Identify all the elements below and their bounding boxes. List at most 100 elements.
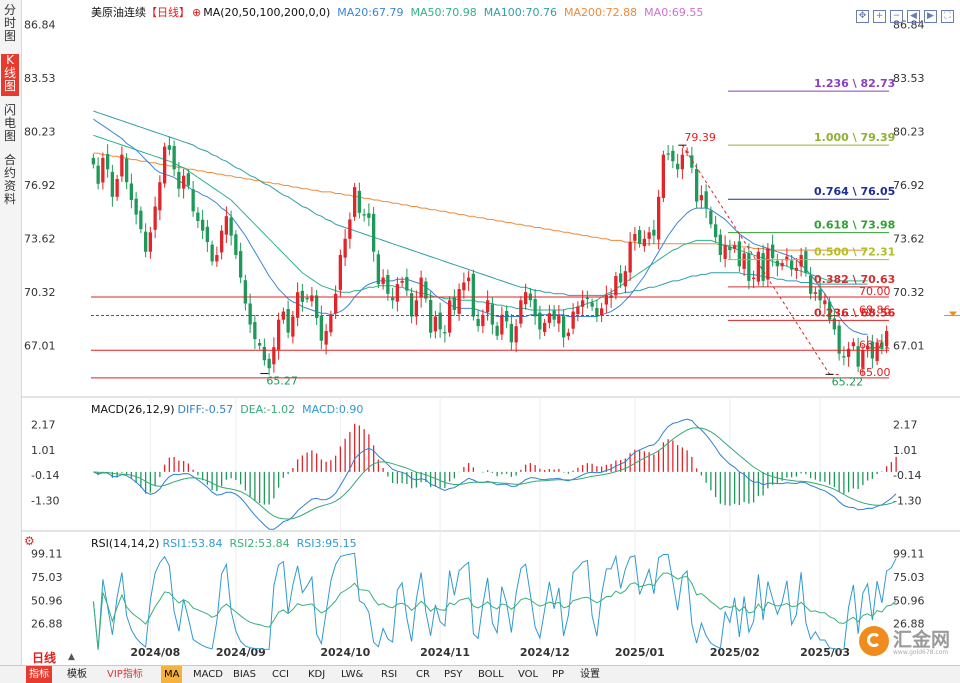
candle-body <box>614 276 618 296</box>
tab-cr[interactable]: CR <box>416 669 430 680</box>
rsi-y-tick-right: 50.96 <box>893 594 925 607</box>
candle-body <box>885 331 889 347</box>
tab-cci[interactable]: CCI <box>272 669 289 680</box>
candle-body <box>704 191 708 209</box>
scroll-left-icon[interactable]: ◀ <box>907 10 920 23</box>
candle-body <box>353 187 357 217</box>
tab-settings[interactable]: 设置 <box>580 669 600 680</box>
candle-body <box>771 244 775 259</box>
current-price-arrow-icon <box>949 311 957 317</box>
ma-other-value: MA0:69.55 <box>644 6 704 19</box>
sidebar: 分时图 K线图 闪电图 合约资料 <box>0 0 22 682</box>
candle-body <box>562 316 566 338</box>
candle-body <box>875 342 879 362</box>
candle-body <box>177 171 181 189</box>
candle-body <box>262 346 266 361</box>
y-tick-label-left: 73.62 <box>24 232 56 245</box>
candle-body <box>775 260 779 267</box>
tab-kdj[interactable]: KDJ <box>308 669 326 680</box>
candle-body <box>315 295 319 318</box>
y-tick-label-right: 80.23 <box>893 126 925 139</box>
tab-ma[interactable]: MA <box>161 666 183 683</box>
tab-time-chart[interactable]: 分时图 <box>3 3 16 43</box>
candle-body <box>818 289 822 301</box>
tab-boll[interactable]: BOLL <box>478 669 504 680</box>
tab-psy[interactable]: PSY <box>444 669 463 680</box>
candle-body <box>695 168 699 202</box>
candle-body <box>642 238 646 247</box>
candle-body <box>847 348 851 357</box>
candle-body <box>680 154 684 170</box>
y-tick-label-left: 70.32 <box>24 286 56 299</box>
rsi-y-tick-right: 75.03 <box>893 571 925 584</box>
rsi-header: RSI(14,14,2) RSI1:53.84 RSI2:53.84 RSI3:95.… <box>91 537 364 550</box>
y-tick-label-right: 76.92 <box>893 179 925 192</box>
candle-body <box>224 216 228 235</box>
candle-body <box>452 297 456 310</box>
candle-body <box>277 319 281 350</box>
candle-body <box>481 314 485 327</box>
candle-body <box>91 157 95 165</box>
candle-body <box>419 277 423 298</box>
candle-body <box>296 292 300 318</box>
period-label[interactable]: 日线 <box>32 651 57 665</box>
tab-bias[interactable]: BIAS <box>233 669 256 680</box>
fib-label: 1.236 \ 82.73 <box>814 77 895 90</box>
tab-macd[interactable]: MACD <box>193 669 223 680</box>
scroll-right-icon[interactable]: ▶ <box>924 10 937 23</box>
candle-body <box>210 244 214 262</box>
rsi-y-tick-right: 26.88 <box>893 618 925 631</box>
macd-y-tick-left: 1.01 <box>31 444 56 457</box>
candle-body <box>828 301 832 320</box>
candle-body <box>310 295 314 302</box>
candle-body <box>248 303 252 325</box>
tab-lw[interactable]: LW& <box>341 669 364 680</box>
fib-label: 0.618 \ 73.98 <box>814 219 895 232</box>
rsi-y-tick-right: 99.11 <box>893 548 925 561</box>
tab-contract-info[interactable]: 合约资料 <box>3 153 16 206</box>
candle-body <box>538 312 542 330</box>
candle-body <box>623 271 627 287</box>
candle-body <box>433 316 437 332</box>
candle-body <box>329 314 333 333</box>
candle-body <box>590 302 594 307</box>
candle-body <box>676 163 680 170</box>
tab-flash-chart[interactable]: 闪电图 <box>3 103 16 143</box>
candle-body <box>272 347 276 365</box>
expand-icon[interactable]: ▲ <box>68 652 75 662</box>
rsi-settings-icon[interactable]: ⚙ <box>24 534 35 548</box>
move-icon[interactable]: ✥ <box>856 10 869 23</box>
price-chart[interactable]: 86.84 86.84 83.53 83.53 80.23 80.23 76.92 76.92… <box>21 0 960 665</box>
tab-template[interactable]: 模板 <box>67 669 87 680</box>
fullscreen-icon[interactable]: ⛶ <box>941 10 954 23</box>
zoom-in-icon[interactable]: + <box>873 10 886 23</box>
macd-y-tick-left: -0.14 <box>31 469 59 482</box>
candle-body <box>110 171 114 197</box>
tab-pp[interactable]: PP <box>552 669 565 680</box>
tab-indicator[interactable]: 指标 <box>26 666 52 683</box>
tab-k-line-chart[interactable]: K线图 <box>1 54 19 96</box>
candle-body <box>144 231 148 252</box>
tab-vol[interactable]: VOL <box>518 669 539 680</box>
candle-body <box>766 248 770 280</box>
candle-body <box>148 232 152 252</box>
candle-body <box>324 331 328 345</box>
rsi-y-tick-left: 75.03 <box>31 571 63 584</box>
tab-rsi[interactable]: RSI <box>381 669 398 680</box>
candle-body <box>761 253 765 281</box>
x-tick-label: 2024/12 <box>520 646 570 659</box>
fib-label: 0.236 \ 68.56 <box>814 306 896 319</box>
period-tag[interactable]: 【日线】 <box>146 6 190 19</box>
candle-body <box>101 157 105 183</box>
candle-body <box>125 158 129 183</box>
settings-icon[interactable]: ⊕ <box>192 6 202 19</box>
candle-body <box>742 253 746 269</box>
tab-vip-indicator[interactable]: VIP指标 <box>107 669 143 680</box>
candle-body <box>619 273 623 283</box>
candle-body <box>733 245 737 249</box>
fib-label: 1.000 \ 79.39 <box>814 131 895 144</box>
candle-body <box>709 210 713 225</box>
rsi-params: RSI(14,14,2) <box>91 537 160 550</box>
zoom-out-icon[interactable]: − <box>890 10 903 23</box>
macd-dea: DEA:-1.02 <box>240 403 296 416</box>
